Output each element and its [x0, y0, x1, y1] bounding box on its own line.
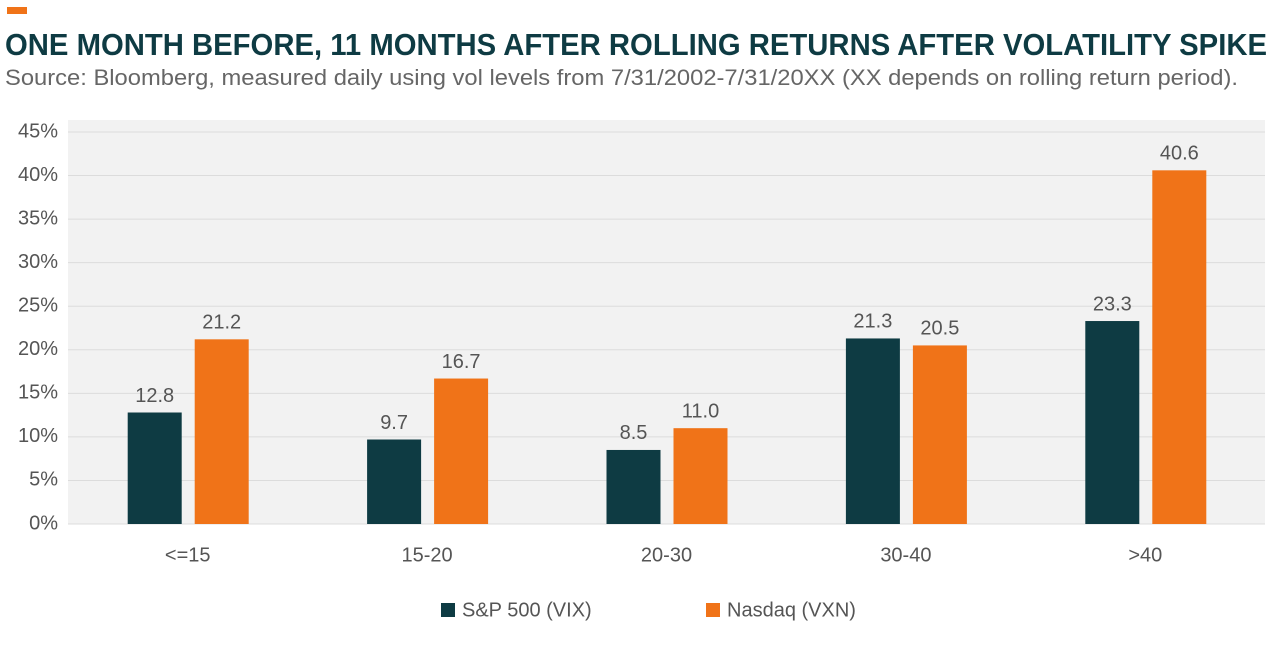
- bar: [434, 378, 489, 524]
- value-label: 11.0: [682, 400, 719, 422]
- value-label: 9.7: [380, 412, 408, 434]
- y-tick-label: 5%: [29, 469, 58, 491]
- y-tick-label: 15%: [18, 382, 58, 404]
- y-tick-label: 25%: [18, 295, 58, 317]
- value-label: 40.6: [1160, 143, 1199, 165]
- value-label: 8.5: [620, 422, 648, 444]
- legend-swatch: [706, 603, 720, 617]
- plot-background: [68, 120, 1265, 524]
- x-tick-label: <=15: [165, 544, 211, 566]
- y-tick-label: 40%: [18, 164, 58, 186]
- bar: [1152, 170, 1207, 524]
- chart-title: ONE MONTH BEFORE, 11 MONTHS AFTER ROLLIN…: [5, 27, 1267, 62]
- y-tick-label: 10%: [18, 425, 58, 447]
- bar: [845, 338, 900, 524]
- legend-label: S&P 500 (VIX): [462, 599, 592, 621]
- y-tick-label: 35%: [18, 207, 58, 229]
- bar: [127, 412, 182, 524]
- bar: [367, 439, 422, 524]
- x-tick-label: 20-30: [641, 544, 692, 566]
- y-tick-label: 0%: [29, 512, 58, 534]
- x-tick-label: >40: [1128, 544, 1162, 566]
- chart-subtitle: Source: Bloomberg, measured daily using …: [5, 65, 1238, 90]
- legend-label: Nasdaq (VXN): [727, 599, 856, 621]
- bar: [673, 428, 728, 524]
- legend-swatch: [441, 603, 455, 617]
- y-tick-label: 20%: [18, 338, 58, 360]
- value-label: 21.3: [853, 311, 892, 333]
- y-tick-label: 30%: [18, 251, 58, 273]
- bar: [606, 449, 661, 524]
- bar: [912, 345, 967, 524]
- y-tick-label: 45%: [18, 120, 58, 142]
- accent-bar: [7, 7, 27, 14]
- value-label: 20.5: [920, 318, 959, 340]
- value-label: 16.7: [442, 351, 481, 373]
- x-tick-label: 30-40: [880, 544, 931, 566]
- x-tick-label: 15-20: [402, 544, 453, 566]
- bar: [1085, 321, 1140, 524]
- value-label: 12.8: [135, 385, 174, 407]
- bar: [194, 339, 249, 524]
- value-label: 23.3: [1093, 293, 1132, 315]
- value-label: 21.2: [202, 312, 241, 334]
